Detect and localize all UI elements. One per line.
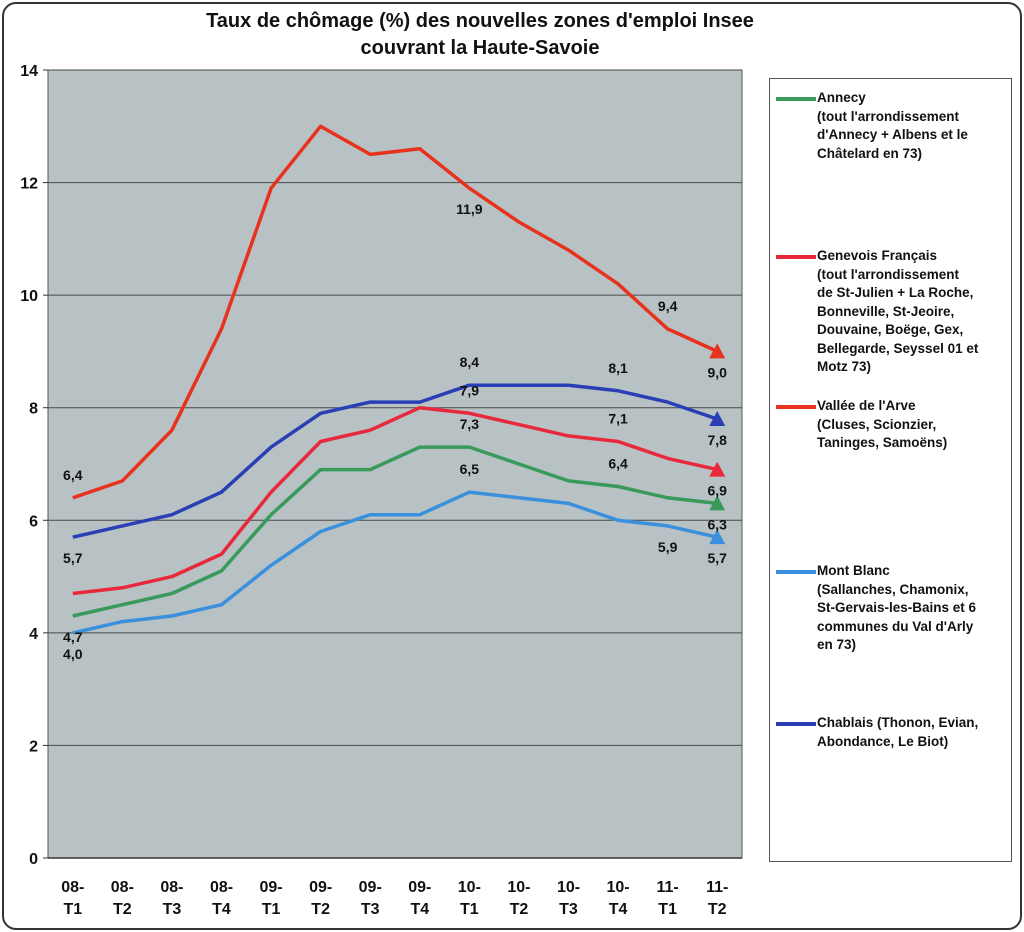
data-label: 7,1	[608, 410, 628, 426]
chart-legend: Annecy (tout l'arrondissement d'Annecy +…	[769, 78, 1012, 862]
data-label: 4,0	[63, 646, 83, 662]
x-tick-label: 08-	[210, 879, 233, 896]
legend-label: Vallée de l'Arve (Cluses, Scionzier, Tan…	[817, 398, 948, 450]
series-end-marker-1	[709, 410, 726, 426]
x-tick-label: 09-	[359, 879, 382, 896]
series-end-marker-0	[709, 343, 726, 359]
x-tick-label: 09-	[260, 879, 283, 896]
x-tick-label: 09-	[309, 879, 332, 896]
y-tick-label: 8	[29, 401, 38, 418]
y-tick-label: 4	[29, 626, 38, 643]
y-tick-label: 2	[29, 738, 38, 755]
legend-swatch	[776, 255, 816, 259]
x-tick-label: T4	[212, 901, 231, 918]
data-label: 6,4	[608, 456, 628, 472]
legend-swatch	[776, 722, 816, 726]
data-label: 11,9	[456, 201, 483, 217]
x-tick-label: T2	[510, 901, 529, 918]
data-label: 9,4	[658, 298, 678, 314]
x-tick-label: 08-	[61, 879, 84, 896]
x-tick-label: 08-	[160, 879, 183, 896]
series-line-0	[72, 124, 718, 500]
y-tick-label: 12	[20, 176, 38, 193]
x-tick-label: T1	[460, 901, 479, 918]
data-label: 8,1	[608, 360, 628, 376]
data-label: 5,7	[63, 550, 83, 566]
y-tick-label: 14	[20, 63, 38, 80]
data-label: 4,7	[63, 629, 83, 645]
x-tick-label: 08-	[111, 879, 134, 896]
data-label: 7,8	[707, 432, 727, 448]
data-label: 7,3	[460, 416, 480, 432]
x-tick-label: T1	[262, 901, 281, 918]
series-line-2	[72, 405, 718, 596]
series-line-3	[72, 445, 718, 618]
series-end-marker-3	[709, 495, 726, 511]
x-tick-label: T4	[410, 901, 429, 918]
data-label: 7,9	[460, 382, 480, 398]
legend-label: Mont Blanc (Sallanches, Chamonix, St-Ger…	[817, 563, 977, 652]
legend-label: Chablais (Thonon, Evian, Abondance, Le B…	[817, 715, 979, 749]
x-tick-label: 11-	[657, 879, 679, 896]
y-tick-label: 0	[29, 851, 38, 868]
x-tick-label: T1	[63, 901, 82, 918]
series-line-4	[72, 490, 718, 635]
legend-label: Annecy (tout l'arrondissement d'Annecy +…	[817, 90, 968, 161]
plot-area	[47, 69, 743, 859]
x-tick-label: 10-	[458, 879, 481, 896]
x-tick-label: T4	[609, 901, 628, 918]
data-label: 5,7	[707, 550, 727, 566]
series-line-1	[72, 383, 718, 539]
series-end-marker-2	[709, 461, 726, 477]
x-tick-label: 11-	[706, 879, 728, 896]
x-tick-label: T2	[113, 901, 132, 918]
x-tick-label: T3	[163, 901, 182, 918]
data-label: 6,9	[707, 483, 727, 499]
legend-swatch	[776, 570, 816, 574]
y-tick-label: 6	[29, 513, 38, 530]
data-label: 5,9	[658, 539, 678, 555]
x-tick-label: T1	[658, 901, 677, 918]
chart-title: Taux de chômage (%) des nouvelles zones …	[60, 8, 900, 62]
data-label: 9,0	[707, 364, 727, 380]
legend-label: Genevois Français (tout l'arrondissement…	[817, 248, 979, 374]
x-tick-label: T2	[311, 901, 330, 918]
x-tick-label: 10-	[557, 879, 580, 896]
data-label: 6,3	[707, 516, 727, 532]
legend-swatch	[776, 405, 816, 409]
x-tick-label: 10-	[607, 879, 630, 896]
data-label: 8,4	[460, 354, 480, 370]
data-label: 6,5	[460, 461, 480, 477]
x-tick-label: T3	[361, 901, 380, 918]
data-label: 6,4	[63, 467, 83, 483]
chart-title-line-1: Taux de chômage (%) des nouvelles zones …	[206, 10, 754, 32]
x-tick-label: 09-	[408, 879, 431, 896]
legend-swatch	[776, 97, 816, 101]
x-tick-label: 10-	[507, 879, 530, 896]
x-tick-label: T2	[708, 901, 727, 918]
series-end-marker-4	[709, 529, 726, 545]
y-tick-label: 10	[20, 288, 38, 305]
x-tick-label: T3	[559, 901, 578, 918]
chart-title-line-2: couvrant la Haute-Savoie	[360, 37, 600, 59]
